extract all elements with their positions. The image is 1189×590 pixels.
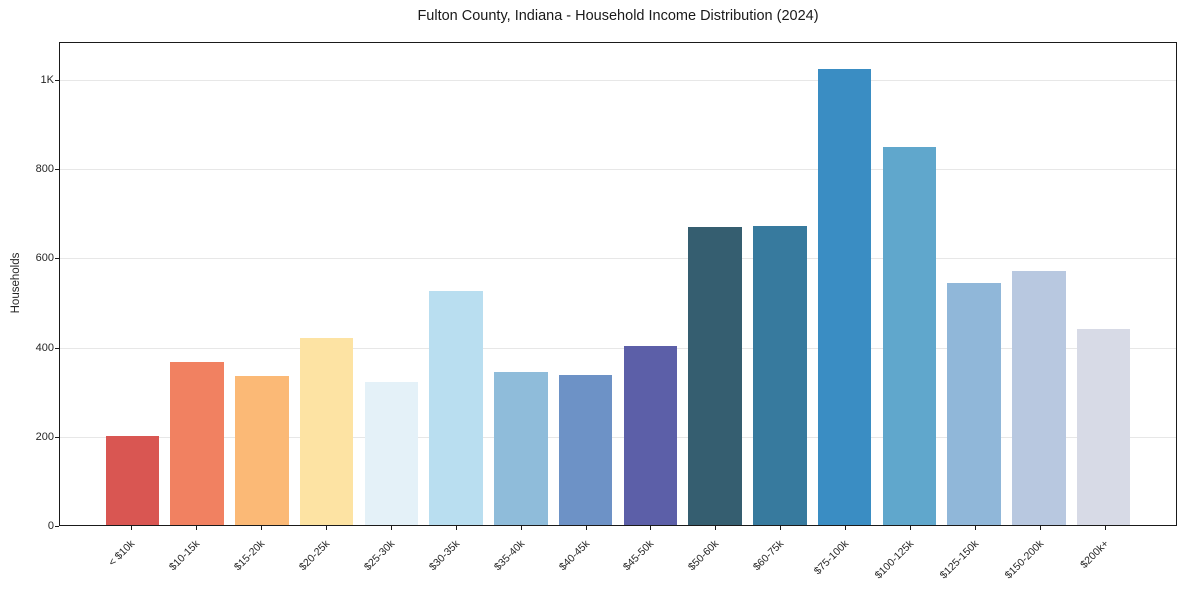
gridline	[60, 258, 1176, 260]
bar-slot	[812, 43, 877, 525]
bar-$30-35k	[429, 290, 483, 525]
bar-$125-150k	[947, 283, 1001, 525]
x-tick-mark	[974, 526, 976, 530]
bar-$45-50k	[623, 345, 678, 525]
x-tick-mark	[585, 526, 587, 530]
bar-slot	[100, 43, 165, 525]
chart-title: Fulton County, Indiana - Household Incom…	[417, 8, 819, 24]
bar-$60-75k	[753, 226, 807, 525]
bar-slot	[942, 43, 1007, 525]
y-tick-mark	[55, 436, 59, 438]
plot-area	[59, 42, 1177, 526]
y-tick-mark	[55, 79, 59, 81]
bar-$25-30k	[364, 381, 419, 525]
x-tick-mark	[261, 526, 263, 530]
bar-slot	[165, 43, 230, 525]
bar-$200k+	[1076, 328, 1131, 525]
x-tick-mark	[520, 526, 522, 530]
y-axis-label: Households	[10, 252, 22, 314]
x-tick-mark	[455, 526, 457, 530]
bar-slot	[618, 43, 683, 525]
x-tick-mark	[845, 526, 847, 530]
x-tick-mark	[780, 526, 782, 530]
bar-$100-125k	[882, 147, 937, 525]
bar-slot	[424, 43, 489, 525]
bar-$40-45k	[558, 375, 613, 525]
x-tick-mark	[650, 526, 652, 530]
y-tick-mark	[55, 526, 59, 527]
bar-slot	[230, 43, 295, 525]
gridline	[60, 79, 1176, 81]
bar-slot	[489, 43, 554, 525]
bar-slot	[1071, 43, 1136, 525]
bar-$75-100k	[817, 68, 872, 525]
gridline	[60, 347, 1176, 349]
bar-slot	[553, 43, 618, 525]
x-tick-mark	[909, 526, 911, 530]
x-tick-mark	[1104, 526, 1106, 530]
bar-$35-40k	[494, 372, 548, 525]
x-tick-mark	[715, 526, 717, 530]
y-tick-label: 800	[35, 163, 54, 176]
bar-< $10k	[105, 436, 160, 525]
x-tick-mark	[390, 526, 392, 530]
y-tick-label: 0	[47, 520, 54, 532]
x-tick-mark	[1039, 526, 1041, 530]
bar-slot	[683, 43, 748, 525]
y-tick-label: 600	[35, 252, 54, 265]
y-tick-mark	[55, 347, 59, 349]
gridline	[60, 436, 1176, 438]
bar-slot	[1007, 43, 1072, 525]
bar-$10-15k	[170, 361, 224, 525]
y-tick-label: 400	[35, 341, 54, 354]
bar-$15-20k	[235, 375, 289, 525]
gridline	[60, 169, 1176, 171]
bar-series	[60, 43, 1176, 525]
x-tick-mark	[326, 526, 328, 530]
bar-$50-60k	[688, 227, 742, 525]
bar-$150-200k	[1012, 270, 1066, 525]
bar-slot	[294, 43, 359, 525]
y-tick-label: 1K	[40, 73, 54, 86]
y-tick-mark	[55, 258, 59, 260]
bar-slot	[359, 43, 424, 525]
y-tick-mark	[55, 169, 59, 171]
x-tick-mark	[196, 526, 198, 530]
y-tick-label: 200	[35, 430, 54, 443]
bar-slot	[748, 43, 813, 525]
bar-$20-25k	[299, 338, 354, 525]
x-tick-mark	[131, 526, 133, 530]
bar-slot	[877, 43, 942, 525]
x-tick-label: < $10k	[106, 537, 138, 569]
